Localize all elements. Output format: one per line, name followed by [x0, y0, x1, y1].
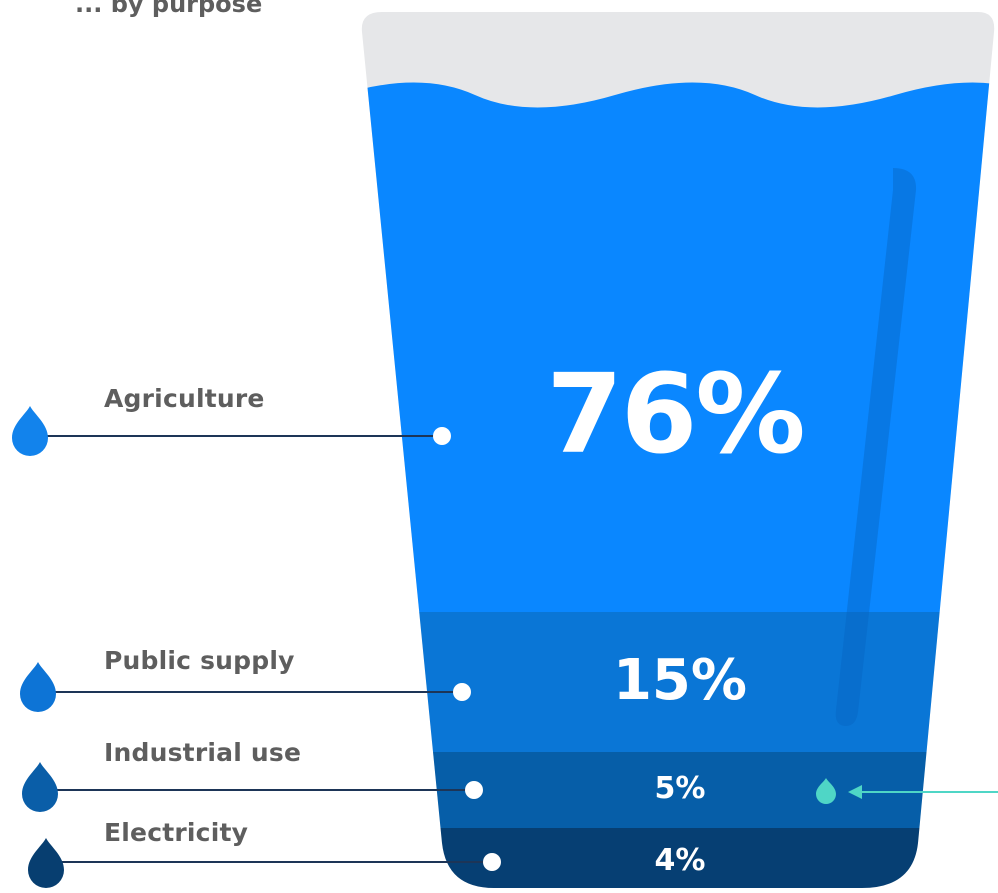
pointer-arrowhead-icon: [848, 785, 862, 799]
agriculture-band: [361, 82, 995, 612]
industrial-use-dot: [465, 781, 483, 799]
glass-reflection: [835, 168, 917, 726]
public-supply-band: [361, 612, 995, 752]
value-agriculture: 76%: [546, 350, 805, 478]
public-supply-dot: [453, 683, 471, 701]
label-public-supply: Public supply: [104, 646, 295, 675]
industrial-use-droplet-icon: [22, 762, 58, 812]
label-agriculture: Agriculture: [104, 384, 265, 413]
caption: ... by purpose: [75, 0, 263, 18]
agriculture-droplet-icon: [12, 406, 48, 456]
pointer-droplet-icon: [816, 778, 836, 804]
label-industrial-use: Industrial use: [104, 738, 302, 767]
value-electricity: 4%: [654, 843, 706, 878]
electricity-dot: [483, 853, 501, 871]
electricity-droplet-icon: [28, 838, 64, 888]
value-public-supply: 15%: [612, 648, 748, 713]
electricity-band: [361, 828, 995, 888]
public-supply-droplet-icon: [20, 662, 56, 712]
label-electricity: Electricity: [104, 818, 249, 847]
value-industrial-use: 5%: [654, 771, 706, 806]
agriculture-dot: [433, 427, 451, 445]
